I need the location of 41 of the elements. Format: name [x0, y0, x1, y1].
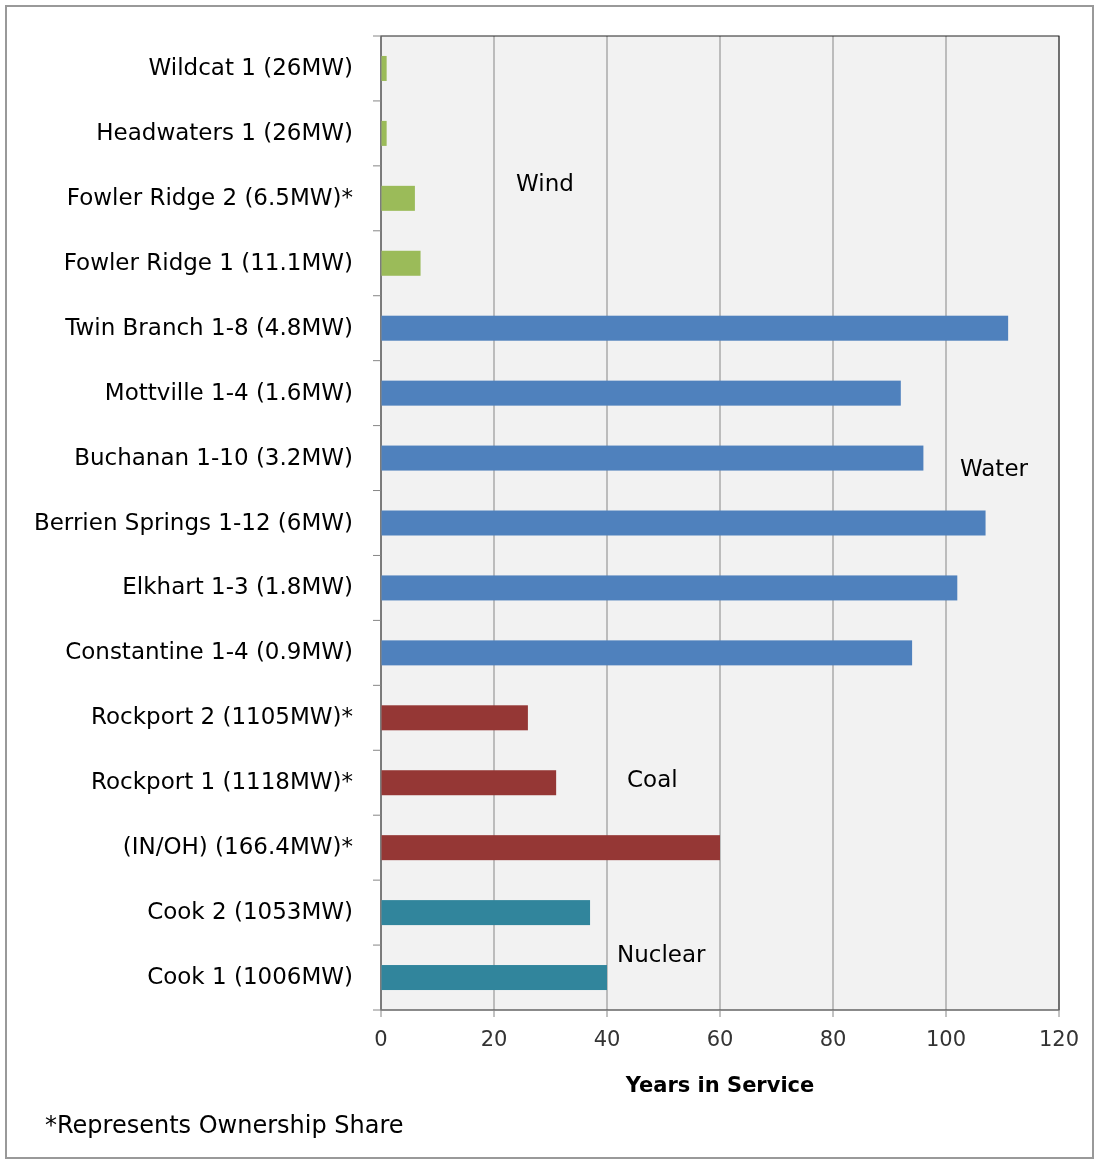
- text: *Represents Ownership Share: [45, 1111, 404, 1139]
- bar: [381, 510, 986, 536]
- y-tick-label: Rockport 2 (1105MW)*: [91, 703, 353, 730]
- annotation: Water: [960, 454, 1029, 481]
- y-tick-label: Buchanan 1-10 (3.2MW): [74, 443, 353, 470]
- y-tick-label: Berrien Springs 1-12 (6MW): [33, 508, 353, 535]
- y-tick-label: Elkhart 1-3 (1.8MW): [122, 573, 353, 600]
- y-tick-label: Cook 1 (1006MW): [147, 963, 353, 990]
- x-tick-label: 20: [480, 1027, 508, 1051]
- annotation: Coal: [627, 765, 678, 792]
- annotation: Wind: [516, 169, 574, 196]
- x-axis-title: Years in Service: [624, 1073, 815, 1097]
- y-tick-label: Fowler Ridge 2 (6.5MW)*: [66, 183, 353, 210]
- y-tick-label: Twin Branch 1-8 (4.8MW): [64, 313, 353, 340]
- bar: [381, 705, 528, 731]
- y-tick-label: Wildcat 1 (26MW): [148, 53, 353, 80]
- bar: [381, 185, 415, 211]
- bar: [381, 575, 958, 601]
- bar: [381, 315, 1009, 341]
- y-tick-label: Fowler Ridge 1 (11.1MW): [63, 248, 353, 275]
- bar: [381, 250, 421, 276]
- y-tick-label: Cook 2 (1053MW): [147, 898, 353, 925]
- x-tick-label: 60: [706, 1027, 734, 1051]
- x-tick-label: 40: [593, 1027, 621, 1051]
- x-tick-label: 100: [925, 1027, 967, 1051]
- y-tick-label: Headwaters 1 (26MW): [96, 118, 353, 145]
- x-tick-label: 0: [374, 1027, 388, 1051]
- y-tick-label: (IN/OH) (166.4MW)*: [122, 833, 353, 860]
- y-tick-label: Rockport 1 (1118MW)*: [91, 768, 353, 795]
- bar: [381, 445, 924, 471]
- y-tick-label: Constantine 1-4 (0.9MW): [65, 638, 353, 665]
- bar: [381, 835, 720, 861]
- annotation: Nuclear: [617, 940, 707, 967]
- bar: [381, 900, 591, 926]
- y-tick-label: Mottville 1-4 (1.6MW): [104, 378, 353, 405]
- bar: [381, 770, 557, 796]
- bar: [381, 380, 901, 406]
- x-tick-label: 80: [819, 1027, 847, 1051]
- bar: [381, 640, 913, 666]
- bar: [381, 965, 607, 991]
- x-tick-label: 120: [1038, 1027, 1080, 1051]
